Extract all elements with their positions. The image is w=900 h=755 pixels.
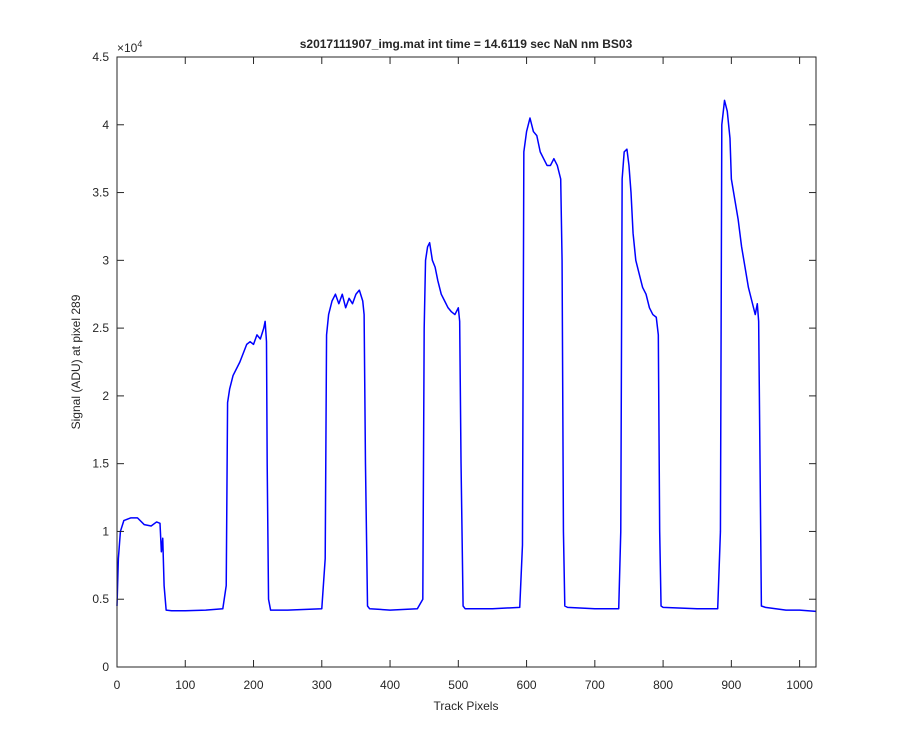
y-tick-label: 4.5: [92, 50, 109, 64]
data-line: [116, 99, 817, 613]
x-tick-label: 400: [380, 678, 400, 692]
x-tick-label: 800: [653, 678, 673, 692]
y-tick-label: 1: [102, 524, 109, 538]
y-multiplier: ×104: [117, 39, 142, 55]
axes-box: [116, 56, 817, 668]
x-tick-label: 600: [517, 678, 537, 692]
y-tick-label: 1.5: [92, 457, 109, 471]
y-tick-label: 2.5: [92, 321, 109, 335]
x-tick-label: 100: [175, 678, 195, 692]
y-tick-label: 0: [102, 660, 109, 674]
x-tick-label: 0: [114, 678, 121, 692]
x-tick-label: 1000: [786, 678, 813, 692]
x-tick-label: 500: [448, 678, 468, 692]
y-tick-label: 4: [102, 118, 109, 132]
x-axis-label: Track Pixels: [434, 699, 499, 713]
plot-area: [117, 57, 816, 667]
y-multiplier-base: ×10: [117, 41, 138, 55]
x-tick-label: 200: [244, 678, 264, 692]
y-multiplier-exponent: 4: [137, 39, 142, 49]
chart-title: s2017111907_img.mat int time = 14.6119 s…: [300, 37, 633, 51]
x-tick-label: 900: [721, 678, 741, 692]
x-tick-label: 300: [312, 678, 332, 692]
y-tick-label: 3.5: [92, 186, 109, 200]
y-axis-label: Signal (ADU) at pixel 289: [69, 294, 83, 429]
x-tick-label: 700: [585, 678, 605, 692]
y-tick-label: 2: [102, 389, 109, 403]
y-tick-label: 3: [102, 253, 109, 267]
y-tick-label: 0.5: [92, 592, 109, 606]
